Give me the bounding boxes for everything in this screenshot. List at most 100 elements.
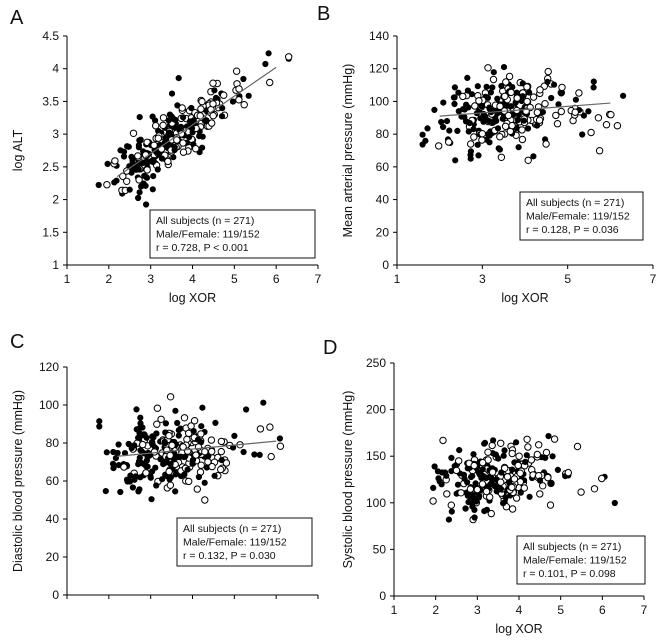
- data-point-filled: [229, 98, 237, 105]
- y-axis-label: Mean arterial pressure (mmHg): [341, 64, 355, 238]
- data-point-filled: [530, 153, 537, 160]
- stats-line: r = 0.728, P < 0.001: [156, 242, 249, 254]
- data-point-open: [558, 83, 566, 92]
- y-tick-label: 250: [366, 356, 386, 370]
- data-point-filled: [120, 153, 128, 160]
- y-tick-label: 1.5: [42, 225, 59, 239]
- data-point-filled: [438, 481, 445, 488]
- data-point-open: [523, 97, 531, 106]
- data-point-filled: [478, 103, 485, 110]
- stats-line: r = 0.132, P = 0.030: [183, 550, 276, 562]
- data-point-filled: [481, 439, 489, 446]
- data-point-open: [501, 122, 510, 131]
- data-point-filled: [148, 496, 155, 503]
- data-point-filled: [487, 89, 494, 96]
- data-point-filled: [180, 114, 187, 121]
- data-point-open: [429, 497, 437, 505]
- data-point-filled: [190, 428, 197, 435]
- data-point-filled: [102, 488, 109, 495]
- data-point-open: [529, 93, 538, 101]
- data-point-filled: [128, 445, 135, 452]
- data-point-filled: [451, 84, 458, 91]
- data-point-filled: [125, 440, 132, 448]
- y-tick-label: 150: [366, 449, 386, 463]
- data-point-filled: [153, 482, 160, 489]
- data-point-open: [157, 415, 165, 423]
- data-point-filled: [440, 99, 447, 106]
- data-point-filled: [135, 194, 142, 202]
- data-point-filled: [483, 83, 490, 90]
- data-point-open: [447, 501, 455, 509]
- data-point-filled: [508, 466, 516, 473]
- x-tick-label: 4: [189, 272, 196, 286]
- data-point-filled: [545, 433, 552, 440]
- x-axis-label: log XOR: [501, 291, 548, 305]
- regression-line: [117, 440, 277, 457]
- data-point-filled: [469, 472, 476, 480]
- data-point-filled: [472, 480, 479, 487]
- stats-box: [516, 535, 646, 585]
- data-point-open: [166, 481, 175, 489]
- y-tick-label: 20: [376, 225, 390, 239]
- data-point-open: [267, 452, 275, 461]
- data-point-filled: [430, 484, 437, 491]
- data-point-filled: [115, 441, 122, 448]
- data-point-open: [524, 156, 532, 165]
- data-point-open: [533, 450, 541, 459]
- data-point-filled: [149, 468, 156, 475]
- data-point-filled: [96, 418, 103, 425]
- data-point-filled: [517, 489, 524, 496]
- data-point-filled: [486, 132, 493, 139]
- stats-line: Male/Female: 119/152: [183, 537, 287, 549]
- data-point-filled: [590, 84, 597, 91]
- data-point-open: [192, 145, 200, 153]
- data-point-filled: [579, 131, 586, 138]
- data-point-filled: [431, 106, 438, 114]
- y-tick-label: 100: [366, 496, 386, 510]
- stats-box: [149, 209, 316, 259]
- data-point-filled: [136, 458, 143, 465]
- data-point-filled: [127, 472, 134, 479]
- data-point-filled: [231, 432, 238, 439]
- data-point-filled: [424, 125, 431, 132]
- data-point-open: [482, 487, 491, 496]
- data-point-filled: [251, 451, 258, 458]
- data-point-filled: [502, 494, 509, 501]
- data-point-open: [235, 85, 243, 93]
- y-tick-label: 4: [52, 62, 59, 76]
- data-point-filled: [104, 160, 111, 167]
- data-point-open: [539, 482, 547, 490]
- panel-letter: C: [10, 331, 24, 353]
- data-point-open: [235, 96, 243, 104]
- data-point-open: [285, 53, 293, 61]
- data-point-open: [536, 490, 544, 498]
- x-tick-label: 5: [564, 272, 571, 286]
- data-point-filled: [135, 488, 142, 495]
- data-point-filled: [526, 493, 533, 500]
- x-axis-label: log XOR: [495, 622, 542, 636]
- panel-b: B 0 20 40 60 80 100 120 140 1 3 5 7 log XOR Mean arter…: [317, 3, 657, 305]
- data-point-open: [201, 496, 209, 504]
- data-point-open: [180, 414, 189, 422]
- data-point-open: [557, 107, 565, 116]
- y-tick-label: 3.5: [42, 94, 59, 108]
- data-point-open: [598, 474, 606, 483]
- x-tick-label: 1: [394, 272, 401, 286]
- x-axis-label: log XOR: [169, 291, 216, 305]
- y-tick-label: 60: [46, 474, 60, 488]
- data-point-open: [524, 443, 532, 451]
- data-point-open: [595, 147, 604, 155]
- data-point-filled: [189, 456, 197, 463]
- data-point-open: [198, 97, 206, 106]
- data-point-filled: [137, 137, 144, 144]
- data-point-open: [165, 432, 173, 440]
- data-point-open: [177, 130, 186, 138]
- data-point-filled: [497, 485, 504, 493]
- panel-d: D 0 50 100 150 200 250 1 2 3 4 5 6 7 log XOR Systolic b…: [323, 337, 648, 636]
- data-point-open: [496, 133, 504, 141]
- data-point-filled: [147, 474, 154, 481]
- data-point-open: [488, 468, 497, 476]
- data-point-open: [502, 78, 510, 86]
- stats-line: All subjects (n = 271): [183, 523, 281, 535]
- data-point-filled: [96, 423, 103, 430]
